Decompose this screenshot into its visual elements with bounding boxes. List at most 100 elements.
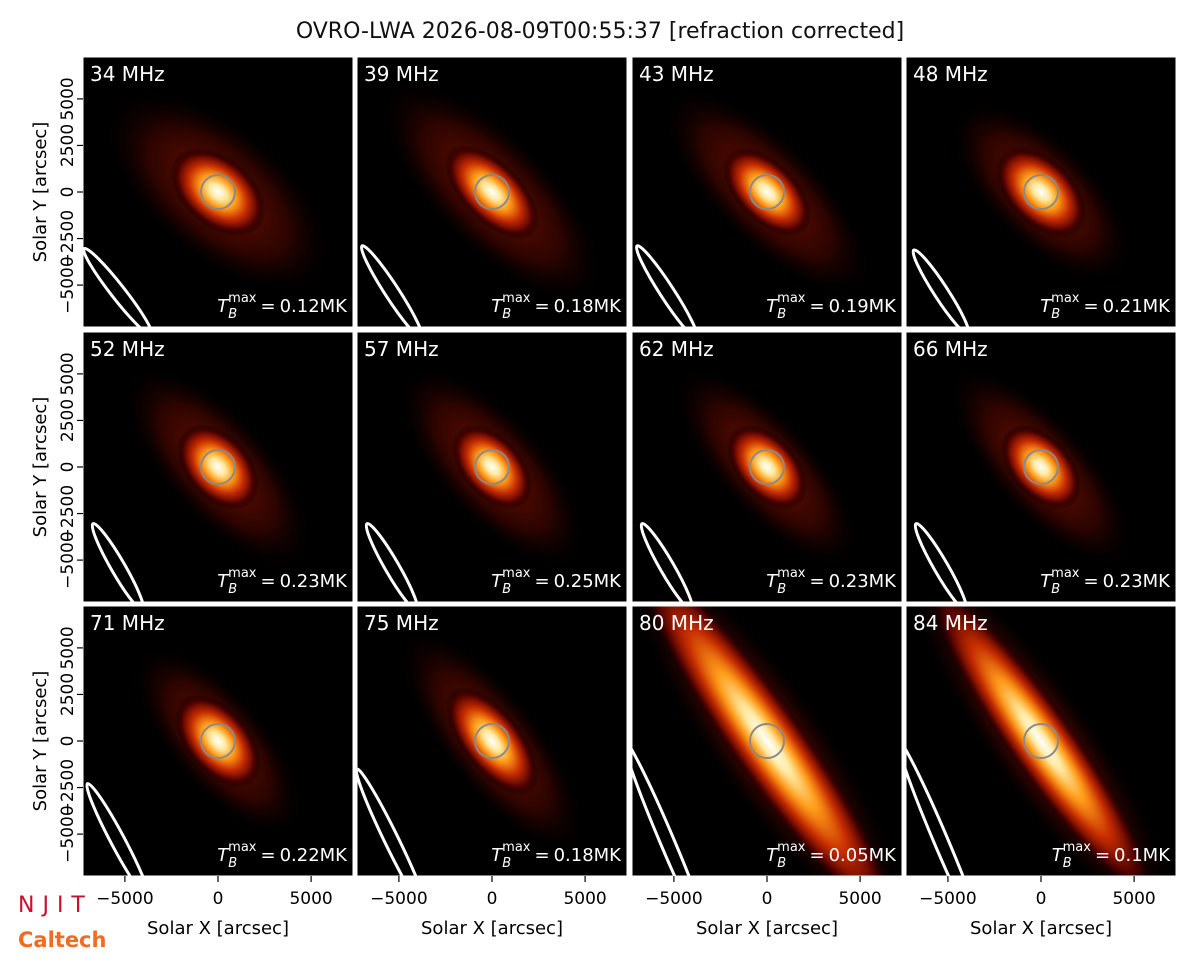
tb-part: =	[534, 296, 549, 317]
x-axis-label: Solar X [arcsec]	[147, 918, 289, 939]
tb-part: B	[1051, 582, 1060, 597]
emission	[170, 147, 266, 237]
tb-part: T	[766, 845, 779, 866]
tb-part: max	[502, 566, 531, 581]
map-panel: 62 MHz TBmax = 0.23MK	[632, 332, 902, 602]
frequency-label: 43 MHz	[639, 62, 714, 86]
beam	[83, 246, 154, 327]
solar-disk	[200, 174, 236, 210]
frequency-label: 39 MHz	[364, 62, 439, 86]
beam	[639, 522, 695, 602]
emission	[451, 424, 533, 510]
tb-max-label: TBmax = 0.23MK	[766, 566, 897, 597]
tb-max-label: TBmax = 0.22MK	[217, 840, 348, 871]
tb-part: T	[491, 845, 504, 866]
beam	[357, 767, 430, 876]
x-tick-label: −5000	[370, 889, 428, 909]
logo-caltech: Caltech	[18, 928, 106, 952]
tb-part: 0.1MK	[1114, 845, 1171, 866]
frequency-label: 80 MHz	[639, 611, 714, 635]
tb-part: 0.21MK	[1103, 296, 1172, 317]
tb-part: =	[1095, 845, 1110, 866]
solar-disk	[1023, 723, 1059, 759]
x-axis-label: Solar X [arcsec]	[970, 918, 1112, 939]
solar-disk	[474, 449, 510, 485]
tb-part: B	[1051, 307, 1060, 322]
figure-title: OVRO-LWA 2026-08-09T00:55:37 [refraction…	[296, 19, 904, 44]
tb-max-label: TBmax = 0.23MK	[217, 566, 348, 597]
solar-disk	[200, 449, 236, 485]
map-panel: 43 MHz TBmax = 0.19MK	[632, 57, 902, 327]
beam	[90, 522, 146, 602]
tb-part: max	[1051, 566, 1080, 581]
tb-part: B	[777, 307, 786, 322]
beam	[634, 244, 700, 327]
tb-part: 0.22MK	[280, 845, 349, 866]
y-tick-label: 2500	[58, 673, 78, 716]
tb-part: max	[777, 291, 806, 306]
map-panel: 66 MHz TBmax = 0.23MK	[906, 332, 1176, 602]
frequency-label: 75 MHz	[364, 611, 439, 635]
solar-disk	[1023, 449, 1059, 485]
tb-max-label: TBmax = 0.25MK	[491, 566, 622, 597]
beam	[632, 738, 712, 876]
x-tick-label: 5000	[838, 889, 881, 909]
tb-part: 0.23MK	[1103, 571, 1172, 592]
x-tick-label: 0	[1036, 889, 1047, 909]
x-tick-label: −5000	[96, 889, 154, 909]
tb-part: =	[809, 296, 824, 317]
tb-part: B	[777, 582, 786, 597]
frequency-label: 84 MHz	[913, 611, 988, 635]
map-panel: 57 MHz TBmax = 0.25MK	[357, 332, 627, 602]
tb-part: T	[766, 571, 779, 592]
tb-max-label: TBmax = 0.19MK	[766, 291, 897, 322]
tb-part: 0.19MK	[829, 296, 898, 317]
map-panel: 52 MHz TBmax = 0.23MK	[83, 332, 353, 602]
map-panel: 39 MHz TBmax = 0.18MK	[357, 57, 627, 327]
beam	[911, 248, 971, 327]
tb-max-label: TBmax = 0.1MK	[1052, 840, 1172, 871]
frequency-label: 71 MHz	[90, 611, 165, 635]
y-axis-label: Solar Y [arcsec]	[30, 397, 51, 538]
emission	[928, 606, 1154, 876]
tb-part: =	[534, 571, 549, 592]
tb-part: 0.18MK	[554, 845, 623, 866]
y-tick-label: −2500	[58, 485, 78, 543]
solar-disk	[749, 449, 785, 485]
y-tick-label: 2500	[58, 399, 78, 442]
y-tick-label: 2500	[58, 124, 78, 167]
beam	[359, 244, 425, 327]
solar-disk	[749, 723, 785, 759]
map-panel: 48 MHz TBmax = 0.21MK	[906, 57, 1176, 327]
y-tick-label: 0	[58, 736, 78, 747]
emission	[637, 606, 897, 876]
emission	[722, 147, 812, 237]
y-axis-label: Solar Y [arcsec]	[30, 122, 51, 263]
y-tick-label: −2500	[58, 759, 78, 817]
tb-part: =	[534, 845, 549, 866]
tb-part: B	[502, 582, 511, 597]
tb-max-label: TBmax = 0.05MK	[766, 840, 897, 871]
tb-part: 0.18MK	[554, 296, 623, 317]
tb-part: 0.05MK	[829, 845, 898, 866]
y-tick-label: 5000	[58, 352, 78, 395]
y-tick-label: 5000	[58, 77, 78, 120]
tb-part: B	[228, 307, 237, 322]
tb-part: 0.23MK	[280, 571, 349, 592]
tb-part: max	[502, 291, 531, 306]
tb-part: T	[1040, 296, 1053, 317]
tb-part: B	[1063, 856, 1072, 871]
solar-disk	[749, 174, 785, 210]
tb-max-label: TBmax = 0.18MK	[491, 291, 622, 322]
solar-disk	[1023, 174, 1059, 210]
tb-part: =	[809, 571, 824, 592]
x-tick-label: 0	[487, 889, 498, 909]
x-tick-label: 5000	[289, 889, 332, 909]
y-tick-label: −5000	[58, 531, 78, 589]
x-tick-label: 0	[213, 889, 224, 909]
x-tick-label: 5000	[563, 889, 606, 909]
frequency-label: 57 MHz	[364, 337, 439, 361]
tb-part: 0.23MK	[829, 571, 898, 592]
y-tick-label: −2500	[58, 210, 78, 268]
tb-part: 0.25MK	[554, 571, 623, 592]
